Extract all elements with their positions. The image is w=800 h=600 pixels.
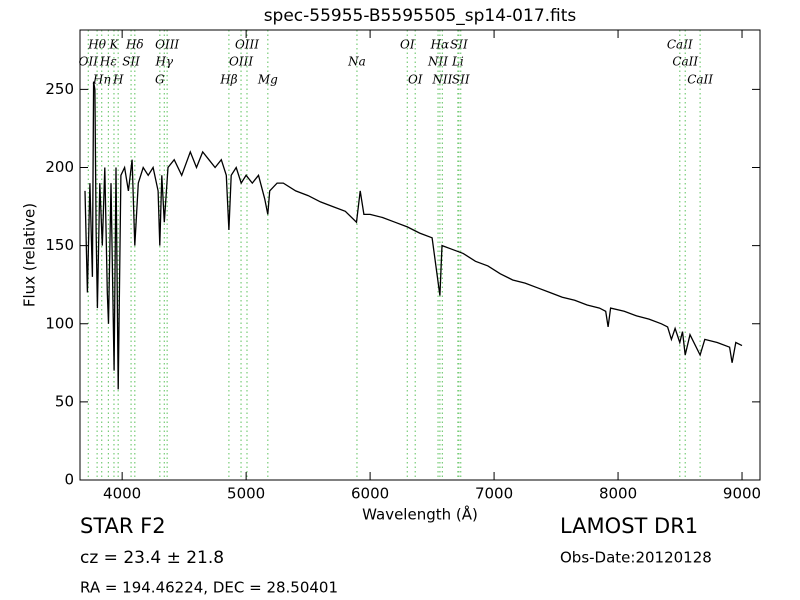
y-tick-label: 150 [45, 236, 74, 254]
y-tick-label: 200 [45, 158, 74, 176]
spectral-line-label: SII [122, 55, 140, 69]
spectrum-line [84, 81, 743, 390]
date-label: Obs-Date:20120128 [560, 549, 712, 567]
x-tick-label: 4000 [103, 485, 141, 503]
cz-label: cz = 23.4 ± 21.8 [80, 548, 224, 568]
spectral-line-label: SII [450, 38, 468, 52]
y-tick-label: 50 [55, 392, 74, 410]
spectral-line-label: OIII [229, 55, 253, 69]
spectral-line-label: G [155, 73, 165, 87]
spectral-line-label: Hθ [87, 38, 106, 52]
spectral-line-label: OIII [235, 38, 259, 52]
class-label: STAR F2 [80, 514, 166, 538]
spectral-line-label: OII [79, 55, 99, 69]
x-axis-label: Wavelength (Å) [362, 505, 478, 524]
spectral-line-label: H [112, 73, 124, 87]
spectral-line-label: Hη [92, 73, 111, 87]
coords-label: RA = 194.46224, DEC = 28.50401 [80, 579, 338, 597]
chart-title: spec-55955-B5595505_sp14-017.fits [264, 6, 577, 26]
spectral-line-label: CaII [687, 73, 713, 87]
spectral-line-label: NII [427, 55, 448, 69]
y-tick-label: 250 [45, 80, 74, 98]
spectral-line-label: NII [431, 73, 452, 87]
x-tick-label: 5000 [227, 485, 265, 503]
x-tick-label: 9000 [723, 485, 761, 503]
spectral-line-label: Mg [257, 73, 278, 87]
spectral-line-label: SII [452, 73, 470, 87]
spectral-line-label: Li [451, 55, 464, 69]
spectral-line-label: Hε [99, 55, 117, 69]
y-tick-label: 100 [45, 314, 74, 332]
x-tick-label: 6000 [351, 485, 389, 503]
x-tick-label: 7000 [475, 485, 513, 503]
spectral-line-label: OIII [155, 38, 179, 52]
spectral-line-label: CaII [672, 55, 698, 69]
spectral-line-label: Hδ [125, 38, 144, 52]
spectral-line-label: OI [400, 38, 415, 52]
y-tick-label: 0 [64, 471, 74, 489]
y-axis-label: Flux (relative) [21, 203, 39, 307]
spectral-line-label: CaII [667, 38, 693, 52]
survey-label: LAMOST DR1 [560, 514, 698, 538]
spectral-line-label: OI [408, 73, 423, 87]
spectral-line-label: Hβ [219, 73, 237, 87]
spectral-line-label: Hα [430, 38, 450, 52]
spectral-line-label: Hγ [154, 55, 173, 69]
spectral-line-label: Na [347, 55, 366, 69]
x-tick-label: 8000 [599, 485, 637, 503]
spectral-line-label: K [108, 38, 119, 52]
plot-frame [79, 29, 761, 481]
